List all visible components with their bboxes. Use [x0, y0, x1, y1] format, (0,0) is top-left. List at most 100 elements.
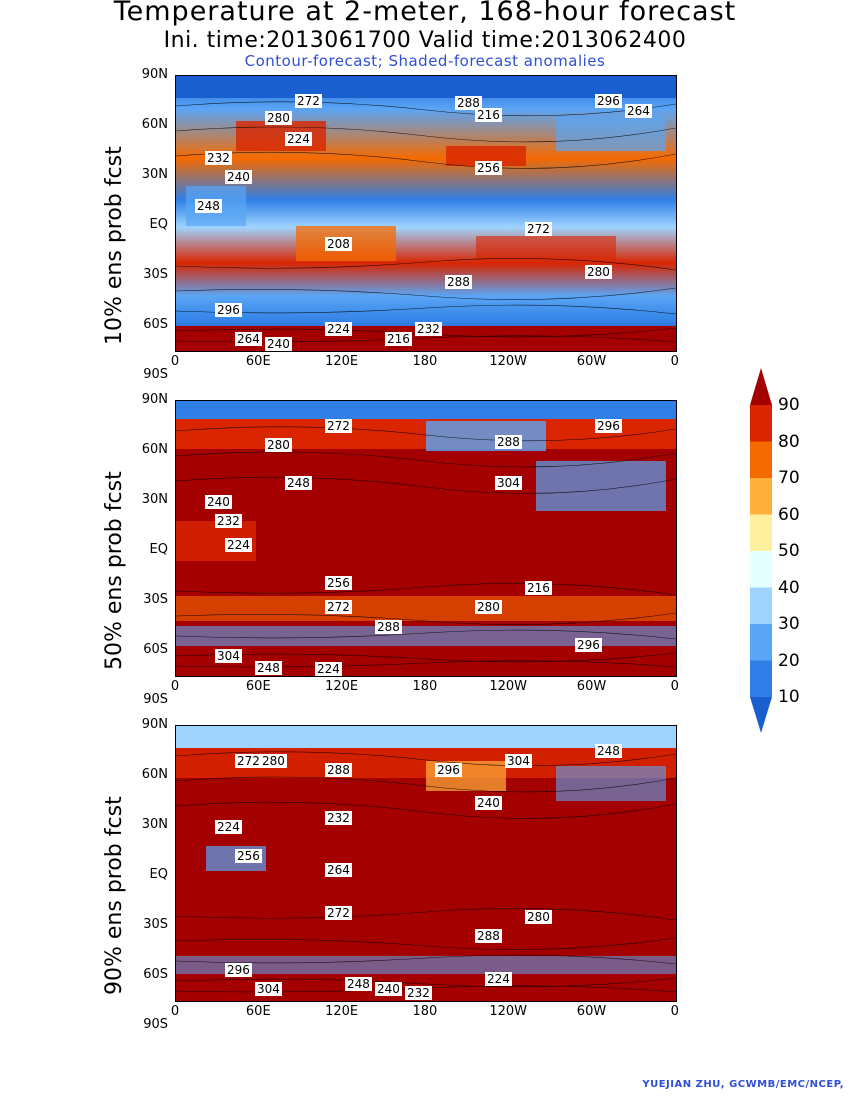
contour-label: 216	[385, 331, 412, 346]
contour-label: 232	[205, 151, 232, 165]
colorbar-swatch	[750, 660, 772, 697]
contour-label: 288	[475, 929, 502, 944]
contour-label: 224	[215, 820, 242, 834]
lon-label: 0	[170, 1004, 180, 1019]
contour-label: 224	[485, 972, 512, 986]
contour-label: 240	[375, 981, 402, 996]
contour-label: 240	[475, 796, 502, 811]
contour-label: 288	[495, 435, 522, 450]
contour-label: 272	[325, 419, 352, 433]
colorbar-tick-label: 90	[778, 395, 800, 415]
lat-label: 90S	[143, 692, 168, 707]
contour-label: 296	[595, 94, 622, 108]
contour-label: 216	[525, 580, 552, 595]
lon-label: 60E	[245, 354, 271, 369]
colorbar-swatch	[750, 405, 772, 442]
contour-label: 248	[595, 744, 622, 758]
lat-label: 30N	[141, 817, 168, 832]
colorbar-swatch	[750, 514, 772, 551]
chart-title: Temperature at 2-meter, 168-hour forecas…	[113, 0, 737, 27]
contour-label: 280	[265, 438, 292, 452]
colorbar-swatch	[750, 441, 772, 478]
credit-text: YUEJIAN ZHU, GCWMB/EMC/NCEP,	[642, 1079, 844, 1090]
lat-label: 30S	[143, 592, 168, 607]
lat-label: EQ	[149, 542, 168, 557]
map-panel-10pct	[175, 75, 677, 352]
map-panel-50pct	[175, 400, 677, 677]
lat-label: 30N	[141, 167, 168, 182]
lon-label: 60W	[576, 679, 607, 694]
colorbar	[750, 368, 772, 733]
contour-label: 224	[315, 662, 342, 677]
contour-label: 224	[325, 322, 352, 336]
contour-label: 280	[265, 111, 292, 126]
contour-label: 224	[225, 537, 252, 552]
contour-label: 240	[225, 170, 252, 184]
lon-label: 120W	[489, 679, 528, 694]
contour-label: 280	[585, 265, 612, 279]
contour-label: 232	[405, 986, 432, 1001]
lon-label: 120W	[489, 1004, 528, 1019]
lon-label: 0	[670, 354, 679, 369]
lat-label: 90S	[143, 367, 168, 382]
colorbar-swatch	[750, 551, 772, 588]
contour-label: 272	[325, 905, 352, 920]
contour-label: 288	[445, 274, 472, 289]
lon-label: 120W	[489, 354, 528, 369]
contour-label: 288	[375, 620, 402, 635]
contour-label: 240	[265, 337, 292, 352]
lat-label: 90S	[143, 1017, 168, 1032]
contour-label: 248	[285, 476, 312, 490]
lat-label: 60S	[143, 642, 168, 657]
contour-label: 272	[325, 599, 352, 614]
contour-label: 232	[215, 514, 242, 528]
lat-label: 60S	[143, 317, 168, 332]
contour-label: 272	[525, 222, 552, 237]
lon-label: 120E	[325, 679, 359, 694]
lon-label: 60E	[245, 1004, 271, 1019]
colorbar-bottom-arrow	[750, 697, 772, 733]
chart-description: Contour-forecast; Shaded-forecast anomal…	[244, 52, 606, 70]
contour-label: 224	[285, 132, 312, 146]
contour-label: 296	[435, 763, 462, 777]
colorbar-swatch	[750, 478, 772, 515]
lon-label: 120E	[325, 354, 359, 369]
contour-label: 296	[215, 303, 242, 317]
lat-label: 90N	[141, 717, 168, 732]
lon-label: 180	[412, 1004, 438, 1019]
contour-label: 248	[195, 198, 222, 213]
contour-label: 256	[235, 848, 262, 863]
colorbar-swatch	[750, 624, 772, 661]
contour-label: 304	[215, 648, 242, 663]
contour-label: 288	[455, 95, 482, 110]
lat-label: 60N	[141, 767, 168, 782]
colorbar-tick-label: 80	[778, 431, 800, 452]
contour-label: 280	[525, 910, 552, 925]
lon-label: 0	[670, 1004, 679, 1019]
colorbar-tick-label: 40	[778, 577, 800, 598]
lon-label: 0	[170, 354, 180, 369]
contour-label: 296	[225, 962, 252, 977]
contour-label: 256	[325, 575, 352, 590]
lon-label: 60E	[245, 679, 271, 694]
colorbar-tick-label: 10	[778, 687, 800, 707]
lat-label: 90N	[141, 67, 168, 82]
colorbar-tick-label: 30	[778, 614, 800, 634]
panel-1-label: 10% ens prob fcst	[102, 146, 127, 345]
contour-label: 240	[205, 495, 232, 509]
colorbar-top-arrow	[750, 368, 772, 405]
panel-3-label: 90% ens prob fcst	[102, 796, 127, 995]
contour-label: 280	[475, 599, 502, 614]
contour-label: 296	[595, 419, 622, 433]
colorbar-tick-label: 50	[778, 541, 800, 561]
colorbar-tick-label: 60	[778, 504, 800, 525]
lat-label: 30S	[143, 267, 168, 282]
contour-label: 208	[325, 236, 352, 251]
panel-2-label: 50% ens prob fcst	[102, 471, 127, 670]
contour-label: 272	[295, 94, 322, 108]
contour-label: 304	[495, 476, 522, 490]
lat-label: 30S	[143, 917, 168, 932]
lon-label: 60W	[576, 354, 607, 369]
map-plot-50pct	[176, 401, 676, 676]
lat-label: 90N	[141, 392, 168, 407]
